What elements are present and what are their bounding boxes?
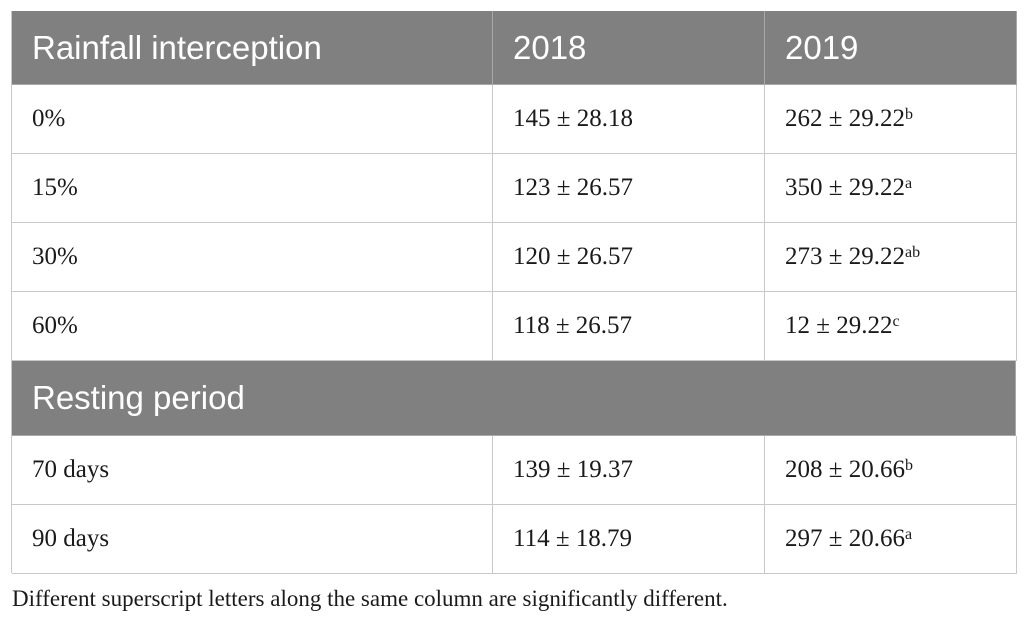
cell: 118 ± 26.57 (493, 292, 765, 361)
cell-value: 139 ± 19.37 (513, 456, 633, 483)
cell-value: 120 ± 26.57 (513, 243, 633, 270)
cell: 350 ± 29.22 a (765, 154, 1017, 223)
cell: 273 ± 29.22 ab (765, 223, 1017, 292)
cell-value: 12 ± 29.22 (785, 312, 893, 339)
superscript: c (892, 313, 900, 330)
cell: 114 ± 18.79 (493, 505, 765, 574)
superscript: b (904, 457, 913, 474)
cell-value: 123 ± 26.57 (513, 174, 633, 201)
cell-value: 30% (32, 243, 78, 270)
header-text: 2018 (513, 28, 587, 66)
cell: 90 days (12, 505, 493, 574)
cell-value: 297 ± 20.66 (785, 525, 905, 552)
superscript: a (904, 175, 913, 192)
cell-value: 0% (32, 105, 66, 132)
cell-value: 70 days (32, 456, 110, 483)
cell-value: 262 ± 29.22 (785, 105, 905, 132)
cell: 123 ± 26.57 (493, 154, 765, 223)
superscript: a (904, 526, 913, 543)
superscript: b (904, 106, 913, 123)
cell-value: 90 days (32, 525, 110, 552)
cell-value: 208 ± 20.66 (785, 456, 905, 483)
cell-value: 15% (32, 174, 78, 201)
cell: 0% (12, 85, 493, 154)
cell: 208 ± 20.66 b (765, 436, 1017, 505)
cell-value: 145 ± 28.18 (513, 105, 633, 132)
cell: 120 ± 26.57 (493, 223, 765, 292)
cell: 262 ± 29.22 b (765, 85, 1017, 154)
header-text: Rainfall interception (32, 28, 322, 66)
cell-value: 273 ± 29.22 (785, 243, 905, 270)
superscript: ab (904, 244, 921, 261)
cell: 70 days (12, 436, 493, 505)
cell: 12 ± 29.22 c (765, 292, 1017, 361)
cell: 139 ± 19.37 (493, 436, 765, 505)
cell-value: 118 ± 26.57 (513, 312, 633, 339)
header-text: 2019 (785, 28, 859, 66)
table: Rainfall interception 2018 2019 0% 145 ± 28.… (11, 11, 1017, 574)
cell: 15% (12, 154, 493, 223)
header-cell: 2019 (765, 11, 1017, 85)
section-title: Resting period (32, 379, 245, 416)
footnote: Different superscript letters along the … (12, 586, 728, 611)
cell: 60% (12, 292, 493, 361)
cell: 30% (12, 223, 493, 292)
cell-value: 350 ± 29.22 (785, 174, 905, 201)
header-cell: Rainfall interception (12, 11, 493, 85)
header-cell: 2018 (493, 11, 765, 85)
cell: 145 ± 28.18 (493, 85, 765, 154)
cell: 297 ± 20.66 a (765, 505, 1017, 574)
cell-value: 114 ± 18.79 (513, 525, 633, 552)
section-header: Resting period (12, 361, 1016, 436)
cell-value: 60% (32, 312, 78, 339)
